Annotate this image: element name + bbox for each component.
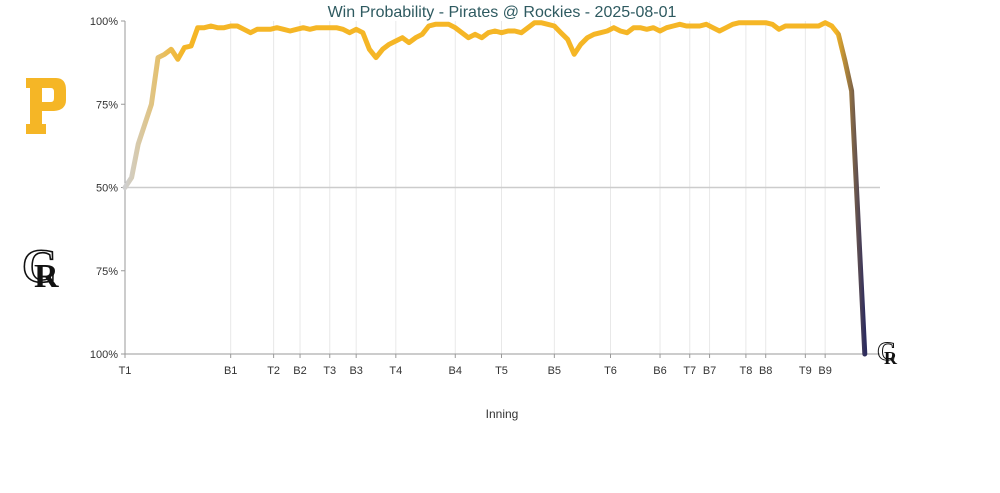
x-tick-label-B6: B6 — [653, 365, 666, 377]
series-lines — [122, 20, 868, 357]
x-tick-label-T9: T9 — [799, 365, 812, 377]
svg-text:R: R — [884, 348, 898, 368]
x-tick-label-T4: T4 — [389, 365, 402, 377]
y-tick-label: 50% — [96, 183, 118, 195]
end-marker-rockies-logo-icon: C R — [877, 337, 899, 369]
x-tick-label-T5: T5 — [495, 365, 508, 377]
x-tick-labels: T1 B1 T2 B2 T3 B3 T4 B4 T5 B5 T6 B6 T7 B7 T8 B8 T9 B9 — [119, 354, 832, 377]
x-tick-label-B1: B1 — [224, 365, 237, 377]
y-tick-labels: 100% 75% 50% 75% 100% — [90, 16, 125, 361]
x-tick-label-T1: T1 — [119, 365, 132, 377]
pirates-logo-icon — [26, 78, 66, 134]
y-tick-label: 75% — [96, 99, 118, 111]
x-axis-label: Inning — [486, 407, 519, 421]
x-tick-label-B2: B2 — [293, 365, 306, 377]
win-probability-line-0 — [122, 20, 868, 357]
x-tick-label-T7: T7 — [683, 365, 696, 377]
x-tick-label-B8: B8 — [759, 365, 772, 377]
svg-text:C: C — [877, 337, 896, 366]
x-tick-label-B3: B3 — [349, 365, 362, 377]
x-tick-label-T8: T8 — [739, 365, 752, 377]
y-tick-label: 100% — [90, 349, 118, 361]
svg-text:C: C — [22, 240, 57, 293]
x-tick-label-B7: B7 — [703, 365, 716, 377]
x-tick-label-B4: B4 — [449, 365, 462, 377]
x-tick-label-B9: B9 — [818, 365, 831, 377]
x-tick-label-T2: T2 — [267, 365, 280, 377]
y-tick-label: 100% — [90, 16, 118, 28]
y-tick-label: 75% — [96, 266, 118, 278]
rockies-logo-icon: C R — [21, 239, 59, 295]
axes — [124, 21, 880, 355]
chart-title: Win Probability - Pirates @ Rockies - 20… — [328, 4, 677, 21]
x-tick-label-T3: T3 — [323, 365, 336, 377]
x-tick-label-B5: B5 — [548, 365, 561, 377]
x-tick-label-T6: T6 — [604, 365, 617, 377]
svg-text:R: R — [34, 258, 59, 295]
